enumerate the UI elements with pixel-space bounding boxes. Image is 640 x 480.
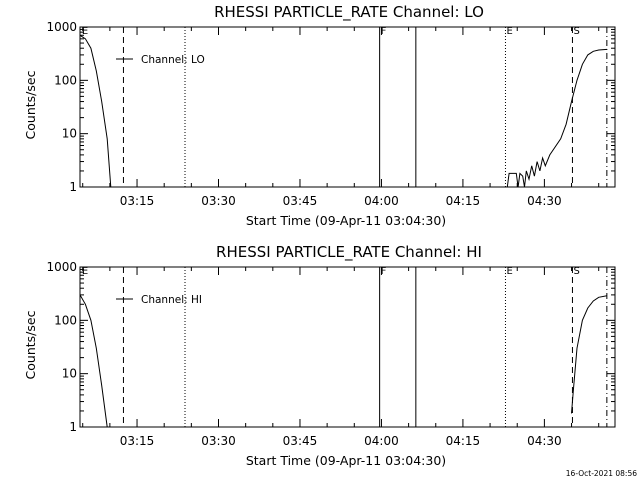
lo-x-tick-label: 04:30	[527, 194, 562, 208]
lo-event-label: F	[381, 26, 387, 37]
lo-event-label: S	[573, 26, 579, 37]
lo-plot-area: 1 10 100 1000 03:15 03:30 03:45 04:00 04:15 04:30…	[46, 20, 616, 208]
hi-x-tick-label: 03:15	[120, 434, 155, 448]
lo-x-tick-label: 04:15	[446, 194, 481, 208]
lo-series-line	[506, 48, 607, 188]
hi-channel-panel: RHESSI PARTICLE_RATE Channel: HI Counts/…	[23, 243, 616, 468]
hi-x-tick-label: 04:15	[446, 434, 481, 448]
lo-y-tick-label: 1000	[46, 20, 77, 34]
lo-y-axis-label: Counts/sec	[23, 70, 38, 139]
lo-y-tick-label: 1	[69, 180, 77, 194]
lo-chart-title: RHESSI PARTICLE_RATE Channel: LO	[214, 3, 484, 22]
lo-channel-panel: RHESSI PARTICLE_RATE Channel: LO Counts/…	[23, 3, 616, 228]
lo-y-tick-label: 10	[62, 127, 77, 141]
hi-plot-area: 1 10 100 1000 03:15 03:30 03:45 04:00 04:15 04:30…	[46, 260, 616, 448]
hi-event-label: S	[573, 266, 579, 277]
hi-chart-title: RHESSI PARTICLE_RATE Channel: HI	[216, 243, 482, 262]
hi-legend: Channel: HI	[116, 294, 202, 306]
lo-x-tick-label: 04:00	[364, 194, 399, 208]
hi-y-axis-label: Counts/sec	[23, 310, 38, 379]
lo-series-line	[79, 34, 112, 188]
lo-legend: Channel: LO	[116, 54, 205, 66]
hi-x-tick-label: 04:30	[527, 434, 562, 448]
hi-event-label: E	[82, 266, 88, 277]
hi-x-tick-label: 03:30	[201, 434, 236, 448]
hi-y-tick-label: 10	[62, 367, 77, 381]
lo-event-label: E	[82, 26, 88, 37]
lo-plot-frame	[79, 26, 616, 188]
hi-x-tick-label: 04:00	[364, 434, 399, 448]
lo-x-axis-label: Start Time (09-Apr-11 03:04:30)	[246, 213, 446, 228]
lo-event-label: E	[506, 26, 512, 37]
lo-x-tick-label: 03:45	[283, 194, 318, 208]
lo-y-tick-label: 100	[54, 73, 77, 87]
generation-timestamp: 16-Oct-2021 08:56	[566, 469, 637, 478]
hi-event-label: E	[506, 266, 512, 277]
lo-x-tick-label: 03:30	[201, 194, 236, 208]
hi-series-line	[79, 294, 108, 428]
hi-event-label: F	[381, 266, 387, 277]
hi-plot-frame	[79, 266, 616, 428]
lo-legend-label: Channel: LO	[141, 54, 205, 66]
hi-x-tick-label: 03:45	[283, 434, 318, 448]
hi-y-tick-label: 1000	[46, 260, 77, 274]
hi-legend-label: Channel: HI	[141, 294, 202, 306]
hi-x-axis-label: Start Time (09-Apr-11 03:04:30)	[246, 453, 446, 468]
hi-y-tick-label: 1	[69, 420, 77, 434]
hi-y-tick-label: 100	[54, 313, 77, 327]
lo-x-tick-label: 03:15	[120, 194, 155, 208]
hi-series-line	[571, 295, 607, 414]
